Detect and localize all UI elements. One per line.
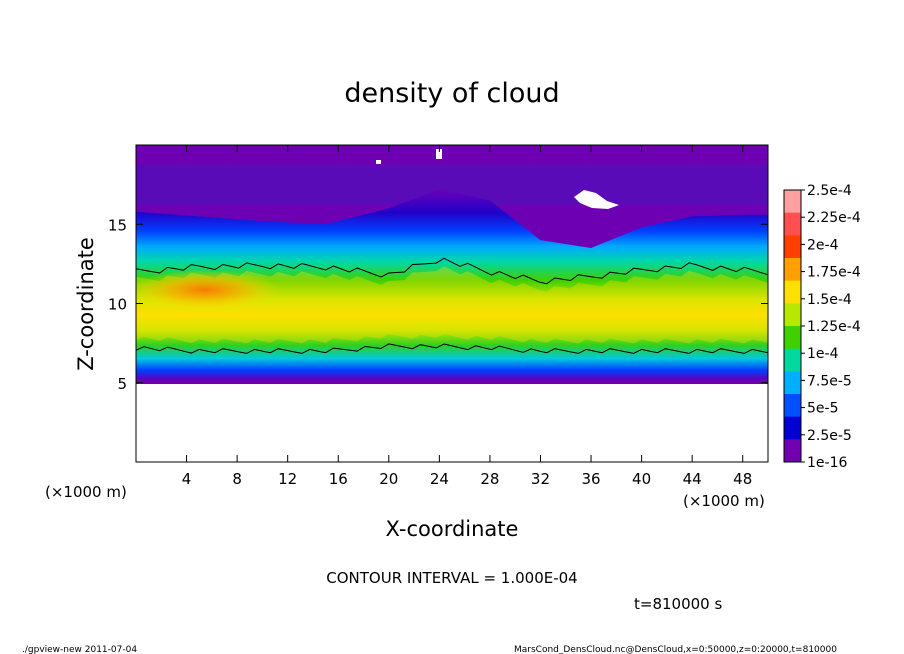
colorbar-label: 2e-4: [807, 237, 839, 253]
colorbar-label: 2.5e-4: [807, 183, 852, 199]
contour-line-upper: [136, 257, 768, 285]
colorbar-label: 2.25e-4: [807, 210, 861, 226]
y-tick-label: 10: [108, 296, 127, 314]
colorbar-swatch: [784, 212, 801, 236]
contour-interval-note: CONTOUR INTERVAL = 1.000E-04: [326, 569, 577, 587]
x-tick-label: 48: [733, 470, 752, 488]
x-axis-label: X-coordinate: [386, 517, 519, 541]
x-axis: 4 8 12 16 20 24 28 32 36 40 44 48: [182, 145, 752, 488]
y-axis: 5 10 15: [108, 216, 768, 393]
cloud-core: [136, 266, 768, 344]
x-tick-label: 24: [430, 470, 449, 488]
cloud-layer: [136, 189, 768, 380]
footer-program: ./gpview-new 2011-07-04: [22, 645, 137, 654]
colorbar-swatch: [784, 394, 801, 418]
colorbar-label: 1.25e-4: [807, 319, 861, 335]
empty-region: [136, 384, 768, 462]
colorbar-label: 1e-16: [807, 455, 847, 471]
x-tick-label: 8: [232, 470, 242, 488]
colorbar-swatch: [784, 416, 801, 440]
x-tick-label: 16: [329, 470, 348, 488]
cloud-gap-right: [574, 190, 619, 209]
colorbar-label: 5e-5: [807, 401, 838, 417]
colorbar-swatch: [784, 280, 801, 304]
contour-line-lower: [136, 343, 768, 354]
colorbar-swatch: [784, 326, 801, 350]
cloud-gap-small: [376, 160, 381, 164]
plot-area: [136, 145, 768, 462]
x-tick-label: 32: [531, 470, 550, 488]
colorbar-swatch: [784, 190, 801, 214]
max-density-region: [136, 270, 280, 310]
x-tick-label: 12: [278, 470, 297, 488]
time-label: t=810000 s: [634, 595, 722, 613]
y-tick-label: 5: [117, 375, 127, 393]
colorbar-swatch: [784, 258, 801, 282]
colorbar-label: 7.5e-5: [807, 373, 852, 389]
y-axis-label: Z-coordinate: [74, 237, 98, 371]
colorbar-swatch: [784, 235, 801, 259]
colorbar-swatch: [784, 371, 801, 395]
x-tick-label: 20: [379, 470, 398, 488]
colorbar-label: 1e-4: [807, 346, 839, 362]
x-tick-label: 40: [632, 470, 651, 488]
cloud-gap-top: [436, 149, 442, 159]
colorbar-swatch: [784, 348, 801, 372]
x-tick-label: 28: [480, 470, 499, 488]
colorbar-label: 1.75e-4: [807, 265, 861, 281]
chart-title: density of cloud: [344, 78, 559, 109]
x-tick-label: 36: [581, 470, 600, 488]
y-tick-label: 15: [108, 216, 127, 234]
x-tick-label: 44: [683, 470, 702, 488]
colorbar-label: 1.5e-4: [807, 292, 852, 308]
x-axis-unit-left: (×1000 m): [45, 483, 127, 501]
colorbar-swatch: [784, 303, 801, 327]
footer-source: MarsCond_DensCloud.nc@DensCloud,x=0:5000…: [514, 645, 837, 654]
x-axis-unit-right: (×1000 m): [683, 492, 765, 510]
colorbar: 2.5e-4 2.25e-4 2e-4 1.75e-4 1.5e-4 1.25e-4 1e-…: [783, 183, 861, 471]
x-tick-label: 4: [182, 470, 192, 488]
colorbar-swatch: [784, 439, 801, 463]
colorbar-label: 2.5e-5: [807, 428, 852, 444]
